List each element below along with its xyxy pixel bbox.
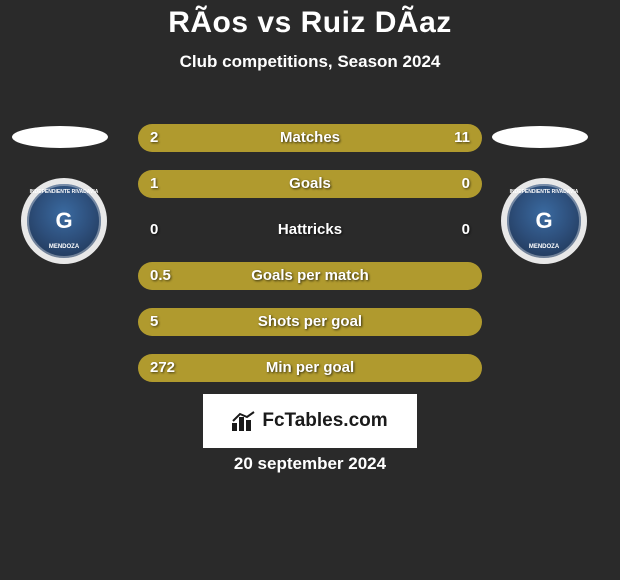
badge-center-mark: G <box>535 208 552 234</box>
page-title: RÃos vs Ruiz DÃaz <box>0 0 620 40</box>
bar-label: Shots per goal <box>138 308 482 336</box>
bar-row: 10Goals <box>138 170 482 198</box>
bar-label: Goals <box>138 170 482 198</box>
bar-row: 5Shots per goal <box>138 308 482 336</box>
bar-label: Min per goal <box>138 354 482 382</box>
bar-label: Matches <box>138 124 482 152</box>
bar-row: 00Hattricks <box>138 216 482 244</box>
bar-row: 272Min per goal <box>138 354 482 382</box>
subtitle: Club competitions, Season 2024 <box>0 52 620 72</box>
bar-row: 211Matches <box>138 124 482 152</box>
bar-label: Goals per match <box>138 262 482 290</box>
date-text: 20 september 2024 <box>0 454 620 474</box>
badge-top-text: INDEPENDIENTE RIVADAVIA <box>507 190 581 195</box>
club-badge-left: INDEPENDIENTE RIVADAVIA G MENDOZA <box>21 178 107 264</box>
player-avatar-right <box>492 126 588 148</box>
fctables-banner: FcTables.com <box>203 394 417 448</box>
badge-top-text: INDEPENDIENTE RIVADAVIA <box>27 190 101 195</box>
badge-center-mark: G <box>55 208 72 234</box>
fctables-text: FcTables.com <box>262 410 387 432</box>
player-avatar-left <box>12 126 108 148</box>
badge-bottom-text: MENDOZA <box>507 244 581 250</box>
bar-row: 0.5Goals per match <box>138 262 482 290</box>
comparison-bars: 211Matches 10Goals 00Hattricks 0.5Goals per… <box>138 124 482 400</box>
club-badge-right: INDEPENDIENTE RIVADAVIA G MENDOZA <box>501 178 587 264</box>
bar-label: Hattricks <box>138 216 482 244</box>
fctables-chart-icon <box>232 411 258 431</box>
badge-bottom-text: MENDOZA <box>27 244 101 250</box>
